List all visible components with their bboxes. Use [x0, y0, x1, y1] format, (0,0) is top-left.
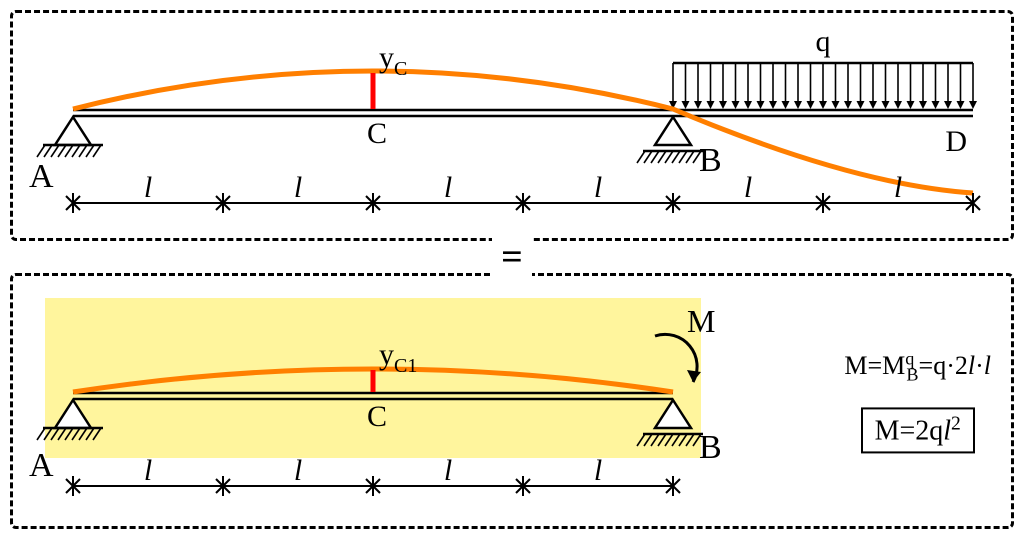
svg-text:yC: yC: [379, 41, 407, 80]
svg-text:l: l: [444, 171, 452, 204]
svg-text:A: A: [29, 447, 54, 484]
top-diagram-panel: q yC C D A Bl l l l l l: [10, 10, 1014, 241]
svg-text:l: l: [594, 171, 602, 204]
top-diagram: q yC C D A Bl l l l l l: [13, 13, 1013, 238]
svg-text:M: M: [687, 303, 715, 339]
eq1-part1: M=M: [844, 351, 905, 380]
svg-text:l: l: [444, 454, 452, 487]
moment-formula-1: M=MqB=q·2l·l: [844, 348, 991, 385]
eq2-part1: M=2q: [875, 416, 944, 447]
eq2-exp: 2: [951, 413, 961, 434]
eq2-l: l: [943, 416, 951, 447]
svg-text:l: l: [144, 454, 152, 487]
svg-text:q: q: [816, 25, 831, 58]
svg-text:A: A: [29, 158, 54, 195]
svg-text:B: B: [699, 429, 722, 466]
svg-text:l: l: [894, 171, 902, 204]
bottom-diagram-panel: yC1CABMllll M=MqB=q·2l·l M=2ql2: [10, 273, 1014, 529]
moment-formula-boxed: M=2ql2: [861, 407, 975, 453]
eq1-l1: l: [968, 351, 975, 380]
svg-text:B: B: [699, 142, 722, 179]
eq1-part2: =q·2: [919, 351, 968, 380]
svg-text:l: l: [594, 454, 602, 487]
eq1-sub: B: [906, 364, 918, 384]
svg-text:l: l: [294, 171, 302, 204]
svg-text:C: C: [367, 400, 387, 433]
eq1-l2: l: [984, 351, 991, 380]
formula-area: M=MqB=q·2l·l M=2ql2: [844, 348, 991, 453]
equals-sign: =: [492, 235, 532, 279]
svg-text:D: D: [945, 125, 967, 158]
svg-text:l: l: [144, 171, 152, 204]
svg-text:l: l: [294, 454, 302, 487]
svg-text:l: l: [744, 171, 752, 204]
svg-text:C: C: [367, 117, 387, 150]
